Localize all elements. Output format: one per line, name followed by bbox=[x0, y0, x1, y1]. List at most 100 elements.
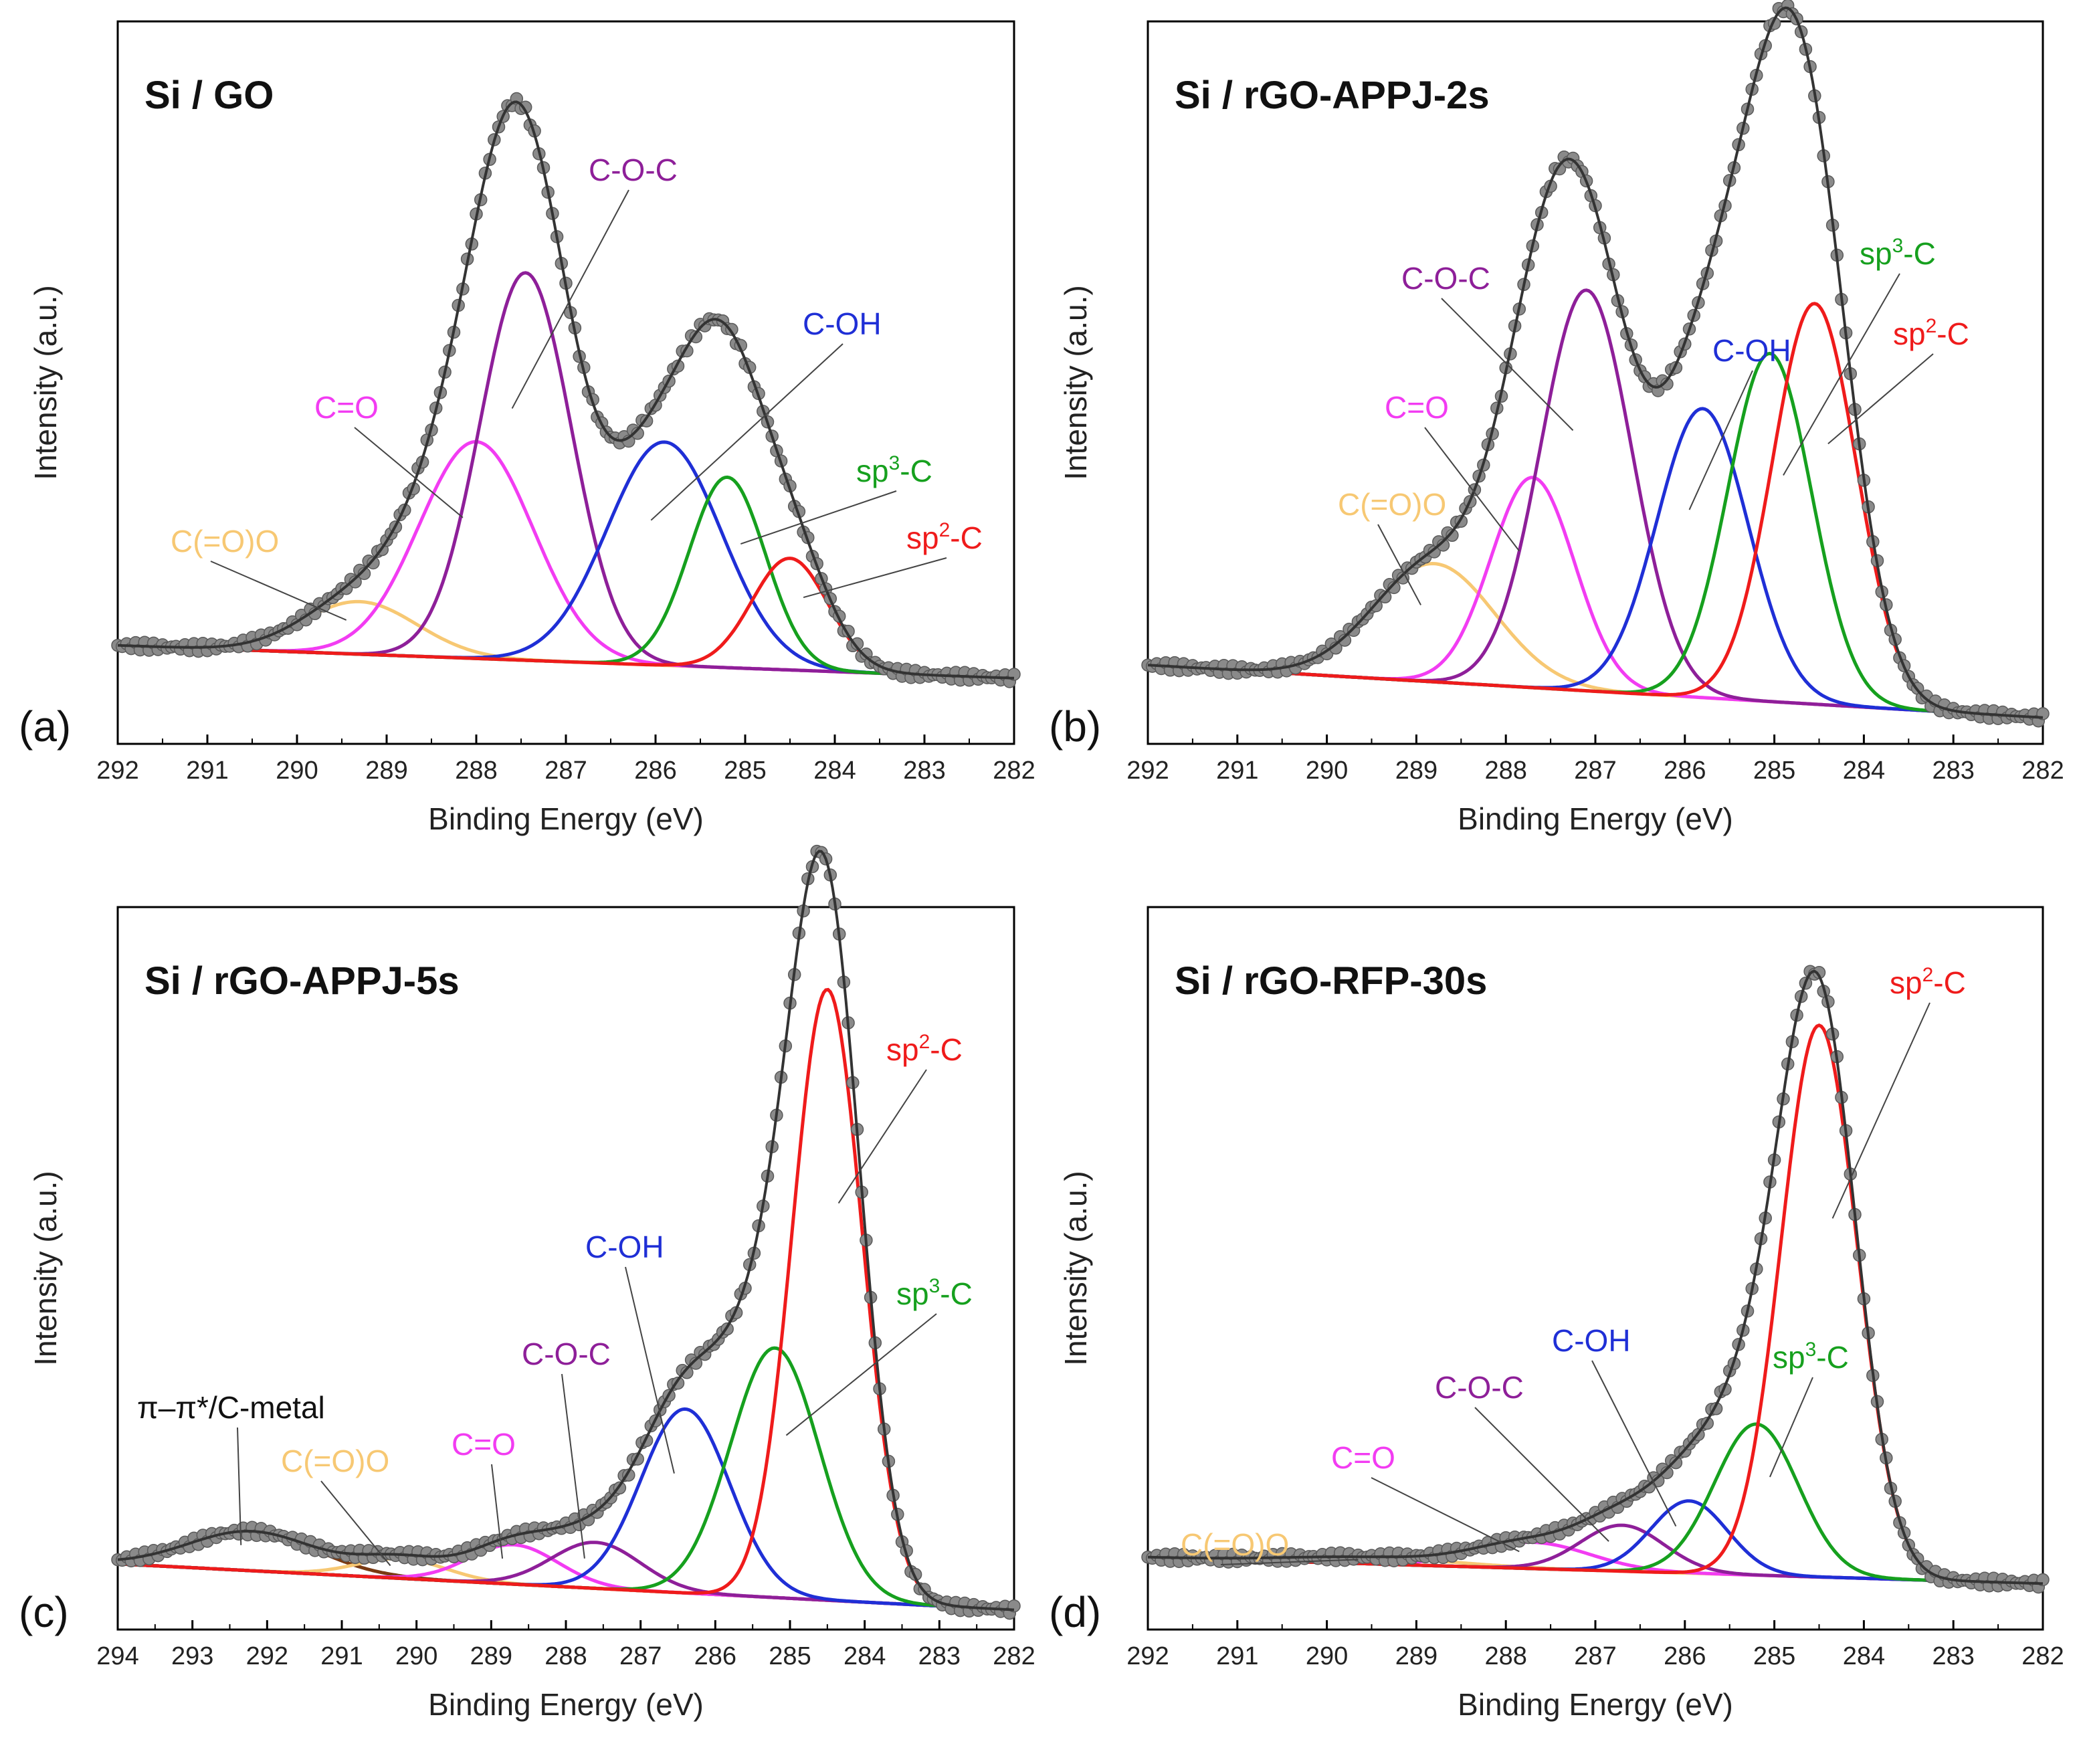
x-tick-label: 290 bbox=[276, 757, 318, 785]
panel-title: Si / rGO-APPJ-5s bbox=[144, 959, 460, 1003]
component-label-pi-pi: π–π*/C-metal bbox=[137, 1390, 325, 1425]
leader-line-sp3-C bbox=[740, 490, 897, 545]
leader-line-sp2-C bbox=[803, 557, 947, 599]
data-point bbox=[1387, 581, 1401, 595]
x-tick-label: 287 bbox=[1574, 1642, 1616, 1670]
component-label-sp3-C: sp3-C bbox=[1773, 1339, 1849, 1375]
plot-frame bbox=[1147, 20, 2044, 745]
curve-sp2-C bbox=[117, 987, 1015, 1611]
x-tick-label: 294 bbox=[96, 1642, 138, 1670]
panel-title: Si / rGO-APPJ-2s bbox=[1175, 74, 1490, 117]
envelope-fit bbox=[117, 850, 1015, 1611]
component-label-C-OH: C-OH bbox=[1552, 1323, 1631, 1358]
y-axis-label: Intensity (a.u.) bbox=[28, 285, 63, 480]
component-label-C=O: C=O bbox=[1331, 1440, 1395, 1475]
component-label-C-OH: C-OH bbox=[803, 306, 882, 341]
leader-line-C=O bbox=[1424, 427, 1520, 552]
x-tick-label: 283 bbox=[1932, 757, 1974, 785]
leader-line-C-OH bbox=[650, 343, 844, 521]
x-axis-label: Binding Energy (eV) bbox=[428, 1687, 704, 1722]
x-tick-label: 285 bbox=[1753, 1642, 1795, 1670]
data-point bbox=[1446, 528, 1459, 543]
x-tick-label: 292 bbox=[96, 757, 138, 785]
leader-line-C-O-C bbox=[1474, 1407, 1609, 1542]
component-label-C(=O)O: C(=O)O bbox=[171, 524, 279, 559]
leader-line-C-O-C bbox=[561, 1373, 585, 1559]
leader-line-C(=O)O bbox=[320, 1480, 391, 1567]
panel-label: (c) bbox=[19, 1588, 69, 1636]
x-tick-label: 289 bbox=[1395, 757, 1437, 785]
x-tick-label: 285 bbox=[769, 1642, 811, 1670]
data-point bbox=[680, 1366, 694, 1379]
panel-title: Si / GO bbox=[144, 74, 274, 117]
x-tick-label: 283 bbox=[1932, 1642, 1974, 1670]
x-tick-label: 289 bbox=[470, 1642, 512, 1670]
component-label-C-O-C: C-O-C bbox=[1401, 261, 1490, 296]
component-label-sp3-C: sp3-C bbox=[896, 1275, 973, 1311]
panel-label: (b) bbox=[1049, 702, 1101, 751]
x-tick-label: 292 bbox=[1126, 1642, 1169, 1670]
x-axis-label: Binding Energy (eV) bbox=[428, 801, 704, 836]
x-tick-label: 285 bbox=[724, 757, 766, 785]
x-tick-label: 292 bbox=[1126, 757, 1169, 785]
panel-label: (d) bbox=[1049, 1588, 1101, 1636]
leader-line-C-OH bbox=[1688, 370, 1753, 510]
x-tick-label: 282 bbox=[2021, 757, 2064, 785]
component-label-C=O: C=O bbox=[452, 1427, 516, 1462]
x-tick-label: 284 bbox=[813, 757, 856, 785]
x-tick-label: 290 bbox=[1306, 757, 1348, 785]
x-tick-label: 291 bbox=[1216, 757, 1258, 785]
component-label-sp2-C: sp2-C bbox=[906, 519, 983, 555]
leader-line-C(=O)O bbox=[210, 561, 347, 621]
component-label-sp2-C: sp2-C bbox=[1890, 964, 1966, 1000]
x-tick-label: 284 bbox=[1843, 1642, 1885, 1670]
leader-line-C-OH bbox=[625, 1266, 675, 1474]
chart-panel-2: 292 291 290 289 288 287 286 285 284 283 282 Binding… bbox=[1049, 0, 2064, 836]
component-label-C-OH: C-OH bbox=[585, 1230, 664, 1264]
x-tick-label: 284 bbox=[1843, 757, 1885, 785]
x-tick-label: 288 bbox=[544, 1642, 587, 1670]
curve-C=O bbox=[117, 1543, 1015, 1611]
data-point bbox=[349, 575, 362, 589]
y-axis-label: Intensity (a.u.) bbox=[1058, 285, 1093, 480]
leader-line-sp2-C bbox=[1827, 353, 1934, 445]
component-label-C=O: C=O bbox=[1385, 390, 1449, 425]
leader-line-C(=O)O bbox=[1377, 524, 1421, 605]
curve-sp2-C bbox=[1147, 1023, 2044, 1585]
component-label-C-O-C: C-O-C bbox=[1435, 1370, 1524, 1405]
component-label-sp3-C: sp3-C bbox=[1860, 235, 1936, 271]
panel-title: Si / rGO-RFP-30s bbox=[1175, 959, 1487, 1003]
leader-line-C-O-C bbox=[1441, 298, 1574, 431]
leader-line-sp3-C bbox=[1783, 273, 1900, 476]
component-label-C(=O)O: C(=O)O bbox=[1338, 487, 1446, 522]
x-tick-label: 290 bbox=[1306, 1642, 1348, 1670]
x-tick-label: 282 bbox=[2021, 1642, 2064, 1670]
curve-sp2-C bbox=[1147, 302, 2044, 720]
envelope-fit bbox=[1147, 6, 2044, 719]
leader-line-C=O bbox=[1371, 1477, 1520, 1553]
x-tick-label: 286 bbox=[1664, 757, 1706, 785]
chart-panel-1: 292 291 290 289 288 287 286 285 284 283 282 Binding… bbox=[19, 20, 1035, 836]
data-point bbox=[850, 637, 864, 651]
x-tick-label: 293 bbox=[171, 1642, 213, 1670]
leader-line-sp3-C bbox=[785, 1313, 937, 1436]
curve-C(=O)O bbox=[1147, 561, 2044, 720]
x-tick-label: 284 bbox=[844, 1642, 886, 1670]
leader-line-sp2-C bbox=[837, 1069, 927, 1204]
x-tick-label: 287 bbox=[544, 757, 587, 785]
component-label-C-O-C: C-O-C bbox=[522, 1337, 611, 1371]
leader-line-sp2-C bbox=[1831, 1002, 1930, 1219]
x-tick-label: 286 bbox=[694, 1642, 736, 1670]
leader-line-pi-pi bbox=[237, 1427, 242, 1545]
data-point bbox=[1378, 590, 1392, 604]
curve-C-OH bbox=[117, 1407, 1015, 1611]
leader-line-C=O bbox=[491, 1464, 504, 1559]
x-tick-label: 288 bbox=[1484, 1642, 1526, 1670]
y-axis-label: Intensity (a.u.) bbox=[1058, 1171, 1093, 1365]
component-label-sp2-C: sp2-C bbox=[886, 1031, 963, 1067]
x-tick-label: 285 bbox=[1753, 757, 1795, 785]
x-tick-label: 288 bbox=[455, 757, 497, 785]
x-axis-label: Binding Energy (eV) bbox=[1458, 801, 1733, 836]
x-tick-label: 283 bbox=[918, 1642, 961, 1670]
x-tick-label: 289 bbox=[365, 757, 407, 785]
